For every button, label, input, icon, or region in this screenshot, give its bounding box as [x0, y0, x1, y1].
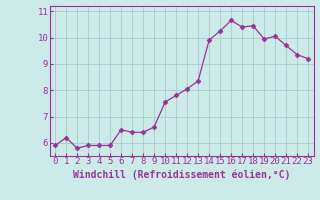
X-axis label: Windchill (Refroidissement éolien,°C): Windchill (Refroidissement éolien,°C) — [73, 169, 290, 180]
